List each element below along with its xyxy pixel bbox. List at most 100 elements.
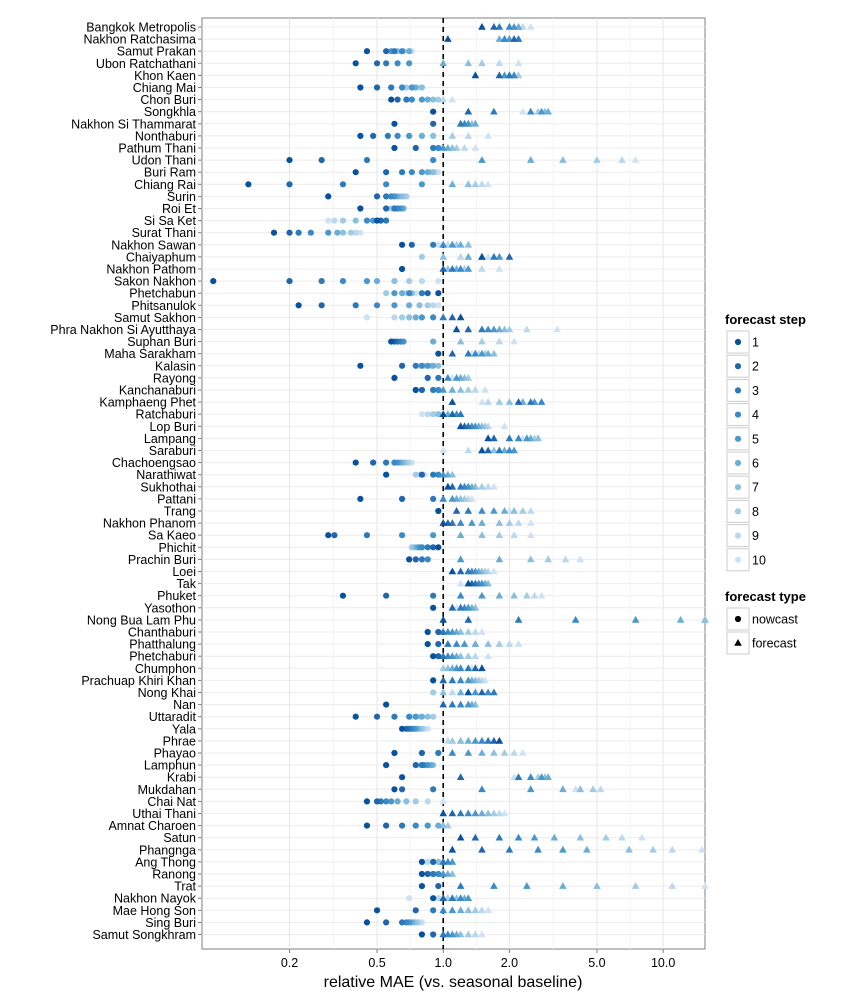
- point-forecast: [495, 23, 504, 30]
- point-nowcast: [325, 532, 332, 539]
- point-forecast: [530, 833, 539, 841]
- province-label: Phatthalung: [129, 638, 196, 652]
- point-forecast: [701, 615, 709, 623]
- point-nowcast: [424, 411, 431, 418]
- point-nowcast: [418, 181, 426, 188]
- point-nowcast: [403, 84, 410, 91]
- point-forecast: [456, 386, 465, 393]
- province-label: Kanchanaburi: [119, 384, 196, 398]
- legend-step-swatch: [734, 532, 742, 539]
- point-nowcast: [383, 48, 390, 55]
- point-nowcast: [412, 798, 419, 805]
- province-label: Ubon Ratchathani: [96, 57, 196, 71]
- point-forecast: [526, 519, 535, 526]
- point-forecast: [510, 35, 518, 42]
- province-label: Sa Kaeo: [148, 529, 196, 543]
- point-nowcast: [373, 278, 381, 285]
- point-forecast: [478, 349, 486, 357]
- province-label: Lampang: [144, 432, 196, 446]
- point-nowcast: [383, 919, 390, 926]
- point-forecast: [518, 749, 527, 756]
- point-forecast: [495, 519, 504, 526]
- point-nowcast: [412, 907, 419, 914]
- point-forecast: [490, 482, 498, 490]
- point-forecast: [456, 555, 465, 563]
- point-forecast: [464, 906, 473, 914]
- point-forecast: [510, 749, 518, 756]
- point-nowcast: [424, 362, 431, 369]
- point-nowcast: [398, 169, 406, 176]
- point-nowcast: [418, 870, 426, 878]
- point-nowcast: [352, 60, 359, 67]
- point-forecast: [514, 833, 523, 841]
- point-nowcast: [383, 181, 390, 188]
- point-nowcast: [388, 96, 395, 103]
- point-forecast: [505, 434, 514, 442]
- point-nowcast: [412, 362, 419, 369]
- legend-type-items: nowcast forecast: [726, 607, 798, 655]
- province-label: Yasothon: [144, 601, 196, 615]
- point-forecast: [490, 325, 498, 333]
- point-nowcast: [398, 532, 406, 539]
- point-nowcast: [373, 907, 381, 914]
- point-forecast: [505, 845, 514, 853]
- point-nowcast: [270, 229, 278, 236]
- point-forecast: [456, 579, 465, 587]
- legend-step-swatch: [734, 484, 742, 491]
- point-nowcast: [391, 205, 398, 212]
- point-nowcast: [391, 290, 398, 297]
- province-label: Phayao: [154, 747, 196, 761]
- point-forecast: [471, 833, 480, 841]
- point-nowcast: [418, 713, 426, 720]
- point-nowcast: [418, 96, 426, 103]
- point-nowcast: [430, 907, 437, 914]
- point-nowcast: [430, 495, 437, 502]
- point-nowcast: [418, 290, 426, 297]
- point-forecast: [471, 736, 480, 744]
- point-nowcast: [416, 302, 423, 309]
- point-nowcast: [408, 96, 415, 103]
- point-nowcast: [412, 144, 419, 152]
- point-nowcast: [406, 48, 413, 55]
- legend-step-label: 6: [752, 457, 759, 471]
- point-nowcast: [408, 169, 415, 176]
- point-nowcast: [430, 931, 437, 938]
- point-forecast: [444, 640, 452, 647]
- point-nowcast: [435, 302, 442, 309]
- point-forecast: [618, 156, 626, 163]
- point-nowcast: [418, 858, 426, 866]
- point-nowcast: [347, 229, 354, 236]
- point-nowcast: [412, 386, 419, 394]
- point-forecast: [559, 882, 567, 889]
- point-nowcast: [398, 265, 406, 273]
- point-forecast: [510, 337, 518, 345]
- point-forecast: [464, 749, 473, 756]
- point-nowcast: [325, 217, 332, 224]
- province-label: Amnat Charoen: [108, 819, 196, 833]
- point-forecast: [464, 628, 473, 635]
- point-nowcast: [339, 278, 347, 285]
- point-forecast: [456, 410, 465, 417]
- point-forecast: [576, 785, 585, 793]
- point-forecast: [537, 107, 546, 115]
- point-forecast: [448, 603, 457, 611]
- legend-step-label: 7: [752, 481, 759, 495]
- point-nowcast: [394, 132, 401, 139]
- province-label: Krabi: [167, 771, 196, 785]
- point-forecast: [439, 676, 448, 684]
- point-nowcast: [339, 217, 347, 224]
- point-nowcast: [383, 592, 390, 599]
- province-label: Surin: [167, 190, 196, 204]
- point-forecast: [456, 519, 465, 526]
- province-label: Loei: [172, 565, 196, 579]
- point-forecast: [444, 35, 452, 42]
- province-label: Sakon Nakhon: [114, 275, 196, 289]
- point-nowcast: [370, 132, 377, 139]
- province-label: Trat: [174, 880, 196, 894]
- point-forecast: [495, 325, 504, 333]
- point-forecast: [464, 252, 473, 260]
- point-forecast: [505, 71, 514, 79]
- point-nowcast: [403, 725, 410, 732]
- point-nowcast: [357, 362, 364, 369]
- point-forecast: [439, 470, 448, 478]
